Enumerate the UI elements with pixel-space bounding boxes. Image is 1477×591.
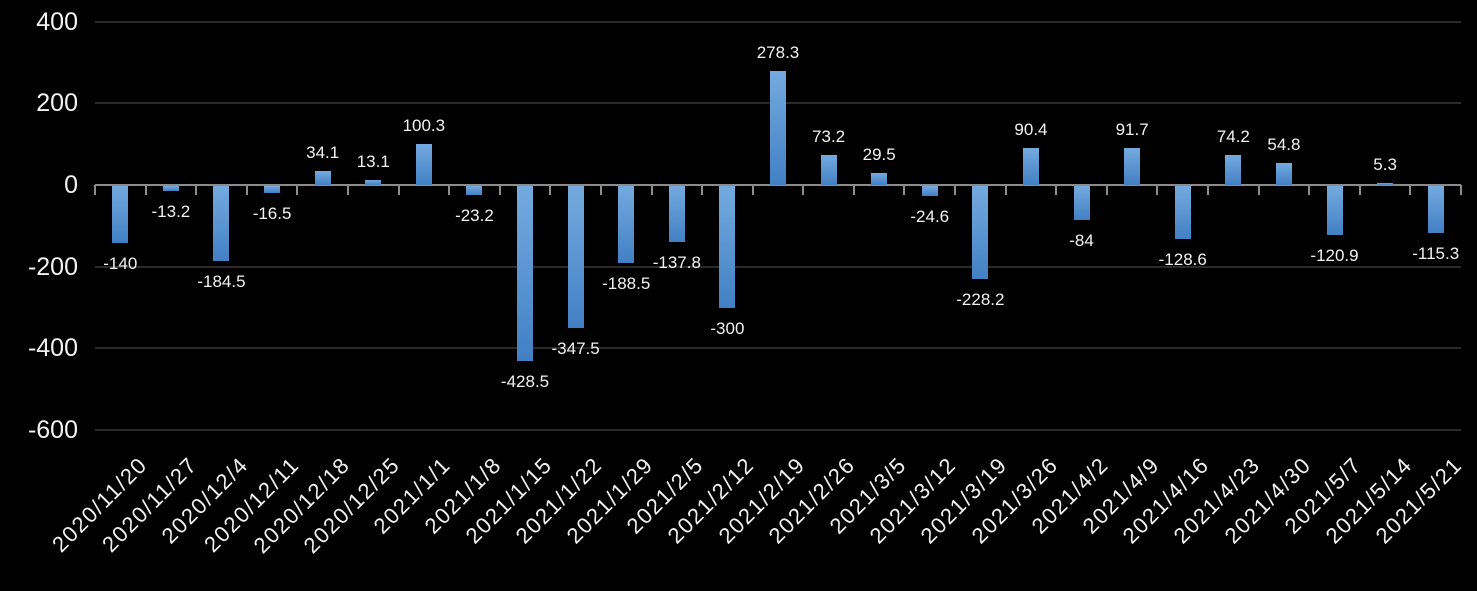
axis-tick xyxy=(94,185,96,195)
gridline xyxy=(95,428,1461,431)
bar xyxy=(1326,186,1343,236)
value-label: 29.5 xyxy=(862,144,896,164)
value-label: 74.2 xyxy=(1216,126,1250,146)
bar xyxy=(921,186,938,197)
axis-tick xyxy=(903,185,906,195)
axis-tick xyxy=(1207,185,1210,195)
value-label: -300 xyxy=(710,319,745,339)
bar xyxy=(466,186,483,196)
axis-tick xyxy=(245,185,248,195)
bar xyxy=(770,71,786,185)
value-label: -115.3 xyxy=(1412,244,1460,264)
bar xyxy=(314,171,331,185)
y-tick-label: -600 xyxy=(27,415,78,444)
axis-tick xyxy=(852,185,855,195)
bar xyxy=(517,186,534,361)
value-label: 100.3 xyxy=(402,116,446,136)
value-label: -23.2 xyxy=(455,206,494,226)
axis-tick xyxy=(751,185,754,195)
axis-tick xyxy=(346,185,349,195)
axis-tick xyxy=(1055,185,1058,195)
bar xyxy=(871,172,888,185)
y-tick-label: 400 xyxy=(36,7,78,36)
bar xyxy=(1377,182,1394,185)
axis-tick xyxy=(549,185,552,195)
bar xyxy=(719,186,736,309)
bar xyxy=(1275,162,1292,185)
bar xyxy=(1174,186,1191,239)
value-label: -120.9 xyxy=(1310,246,1359,266)
axis-tick xyxy=(498,185,501,195)
bar xyxy=(668,186,685,243)
axis-tick xyxy=(1460,185,1462,195)
axis-tick xyxy=(1105,185,1108,195)
value-label: -347.5 xyxy=(551,338,600,358)
value-label: 90.4 xyxy=(1014,120,1048,140)
value-label: -188.5 xyxy=(602,273,651,293)
value-label: 5.3 xyxy=(1373,154,1397,174)
y-tick-label: 0 xyxy=(64,171,78,199)
axis-tick xyxy=(397,185,400,195)
axis-tick xyxy=(1156,185,1159,195)
bar xyxy=(112,186,129,244)
bar xyxy=(972,186,989,280)
gridline xyxy=(95,265,1461,268)
value-label: -137.8 xyxy=(652,253,701,273)
bar xyxy=(1022,148,1039,185)
value-label: -184.5 xyxy=(197,272,246,292)
axis-tick xyxy=(1257,185,1260,195)
value-label: 54.8 xyxy=(1267,134,1301,154)
y-tick-label: -400 xyxy=(27,334,78,363)
bar xyxy=(1073,186,1090,221)
value-label: -84 xyxy=(1069,231,1094,251)
x-axis-line xyxy=(95,184,1461,186)
axis-tick xyxy=(144,185,147,195)
value-label: -16.5 xyxy=(252,203,292,223)
value-label: -140 xyxy=(103,254,138,274)
gridline xyxy=(95,347,1461,350)
bar xyxy=(567,186,584,328)
value-label: 91.7 xyxy=(1115,119,1149,139)
bar xyxy=(213,186,230,262)
value-label: 73.2 xyxy=(812,127,846,147)
value-label: 34.1 xyxy=(306,143,340,163)
value-label: 278.3 xyxy=(756,43,800,63)
axis-tick xyxy=(1409,185,1412,195)
bar xyxy=(618,186,635,263)
bar xyxy=(1124,147,1141,185)
value-label: -24.6 xyxy=(910,207,950,227)
axis-tick xyxy=(448,185,451,195)
bar xyxy=(1427,186,1444,234)
axis-tick xyxy=(1308,185,1311,195)
value-label: -128.6 xyxy=(1158,249,1207,269)
y-tick-label: 200 xyxy=(36,89,78,118)
value-label: -13.2 xyxy=(151,202,191,222)
bar xyxy=(365,179,382,185)
axis-tick xyxy=(802,185,805,195)
axis-tick xyxy=(954,185,957,195)
gridline xyxy=(95,20,1461,23)
bar xyxy=(264,186,281,193)
axis-tick xyxy=(1358,185,1361,195)
axis-tick xyxy=(195,185,198,195)
axis-tick xyxy=(296,185,299,195)
bar xyxy=(162,186,179,192)
value-label: -428.5 xyxy=(500,371,550,391)
axis-tick xyxy=(650,185,653,195)
axis-tick xyxy=(1004,185,1007,195)
value-label: 13.1 xyxy=(356,151,390,171)
axis-tick xyxy=(599,185,602,195)
y-tick-label: -200 xyxy=(27,252,78,281)
bar xyxy=(1225,154,1242,185)
bar xyxy=(820,155,837,185)
axis-tick xyxy=(701,185,704,195)
bar xyxy=(415,144,432,185)
value-label: -228.2 xyxy=(956,290,1005,310)
